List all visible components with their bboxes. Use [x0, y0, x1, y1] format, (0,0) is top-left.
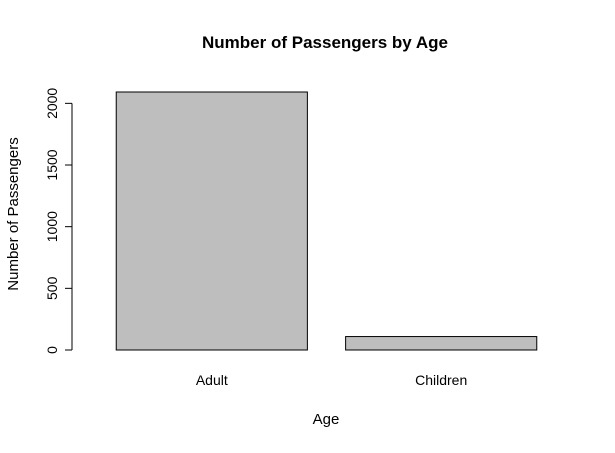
chart-title: Number of Passengers by Age	[202, 33, 448, 52]
y-axis: 0 500 1000 1500 2000	[44, 88, 73, 354]
x-tick-label: Children	[415, 372, 467, 388]
y-tick-label: 1500	[44, 149, 60, 180]
bar-children	[345, 336, 538, 351]
x-tick-label: Adult	[196, 372, 228, 388]
x-axis-label: Age	[313, 411, 340, 428]
y-tick-label: 1000	[44, 211, 60, 242]
bars-group	[115, 91, 538, 351]
bar-adult	[115, 91, 308, 351]
y-tick-label: 0	[44, 346, 60, 354]
x-tick-labels: Adult Children	[196, 372, 467, 388]
y-axis-label: Number of Passengers	[5, 137, 22, 290]
y-tick-label: 500	[44, 276, 60, 300]
y-tick-label: 2000	[44, 88, 60, 119]
